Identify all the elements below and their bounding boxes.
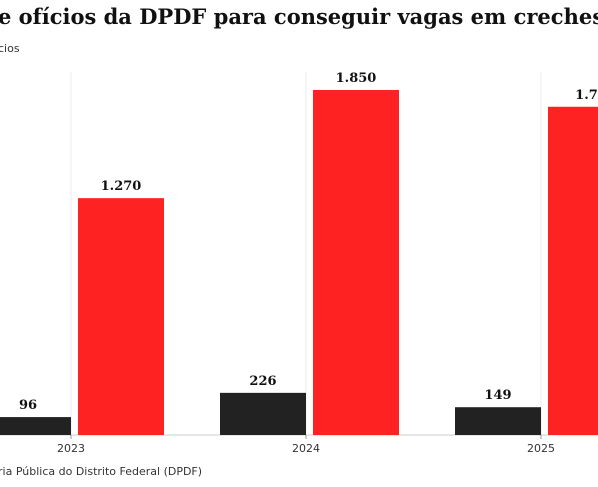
- bar-value-label: 226: [249, 374, 276, 389]
- bar-2024-series-1: [220, 392, 306, 435]
- bar-2025-series-1: [455, 407, 541, 435]
- x-tick-label-2024: 2024: [292, 442, 320, 455]
- bar-value-label: 149: [484, 388, 511, 403]
- chart-title: e ofícios da DPDF para conseguir vagas e…: [0, 4, 598, 29]
- bar-2023-series-2: [78, 198, 164, 435]
- bar-2025-series-2: [548, 106, 598, 435]
- bar-2023-series-1: [0, 417, 71, 435]
- chart-subtitle: cios: [0, 42, 20, 55]
- bar-value-label: 1.270: [101, 179, 142, 194]
- source-note: ria Pública do Distrito Federal (DPDF): [0, 465, 203, 478]
- bar-value-label: 1.850: [336, 71, 377, 86]
- bar-value-label: 1.76: [575, 88, 598, 103]
- x-tick-label-2023: 2023: [57, 442, 85, 455]
- bar-2024-series-2: [313, 89, 399, 435]
- bar-value-label: 96: [19, 398, 37, 413]
- x-tick-label-2025: 2025: [527, 442, 555, 455]
